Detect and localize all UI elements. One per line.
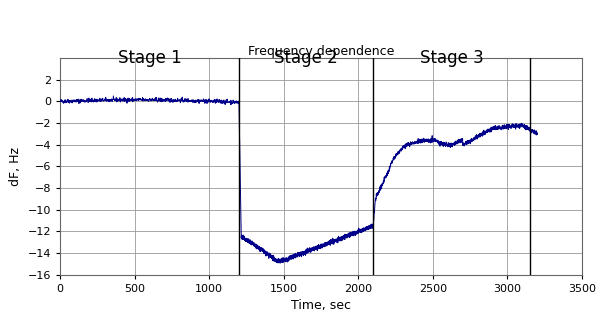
Text: Stage 1: Stage 1: [118, 49, 181, 67]
Title: Frequency dependence: Frequency dependence: [248, 45, 394, 58]
X-axis label: Time, sec: Time, sec: [291, 299, 351, 312]
Y-axis label: dF, Hz: dF, Hz: [9, 147, 22, 186]
Text: Stage 3: Stage 3: [419, 49, 484, 67]
Text: Stage 2: Stage 2: [274, 49, 338, 67]
